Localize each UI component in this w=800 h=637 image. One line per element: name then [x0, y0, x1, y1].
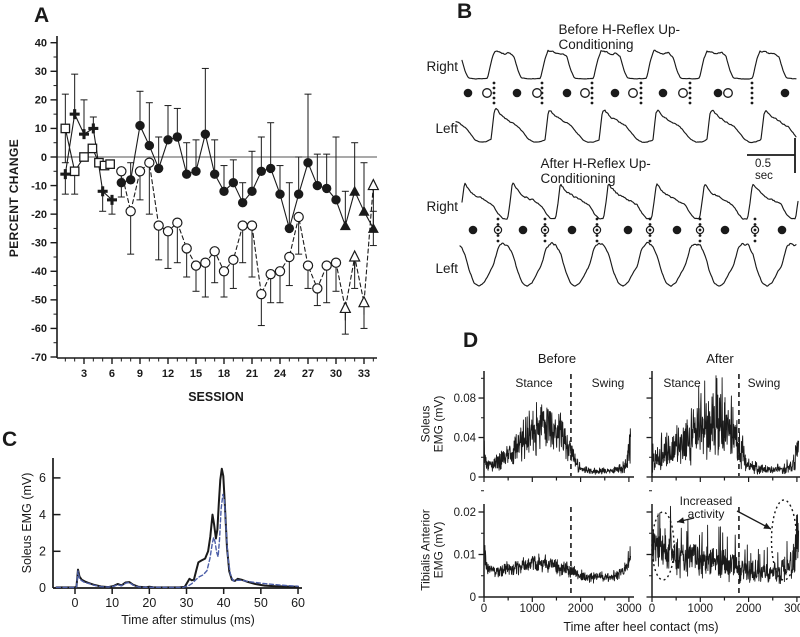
svg-text:20: 20: [35, 95, 47, 107]
panel-b-left-label-after: Left: [435, 261, 458, 276]
panel-b-scalebar-label: 0.5 sec: [755, 158, 773, 182]
svg-text:2000: 2000: [568, 603, 594, 615]
svg-text:0: 0: [41, 152, 47, 164]
panel-d-swing-label-after: Swing: [747, 376, 781, 390]
panel-b-plot: [455, 49, 799, 287]
panel-d-column-title-before: Before: [537, 351, 577, 366]
svg-text:60: 60: [291, 596, 305, 610]
svg-text:27: 27: [302, 368, 314, 380]
panel-d-column-title-after: After: [706, 351, 734, 366]
panel-c-label: C: [2, 428, 18, 451]
panel-d-stance-label-before: Stance: [515, 376, 553, 390]
panel-b-title-before: Before H-Reflex Up-Conditioning: [558, 22, 681, 52]
panel-d-stance-label-after: Stance: [663, 376, 701, 390]
panel-d-annotation: Increased activity: [679, 494, 733, 522]
svg-text:0: 0: [649, 603, 655, 615]
svg-text:1000: 1000: [688, 603, 714, 615]
svg-text:2: 2: [39, 545, 46, 559]
panel-b-right-label-before: Right: [426, 59, 458, 74]
svg-text:3000: 3000: [784, 603, 800, 615]
svg-text:0.01: 0.01: [454, 550, 476, 562]
svg-text:0: 0: [470, 472, 476, 484]
panel-c-x-axis-label: Time after stimulus (ms): [121, 613, 255, 627]
svg-text:-50: -50: [31, 295, 47, 307]
svg-text:2000: 2000: [736, 603, 762, 615]
svg-text:0.04: 0.04: [454, 433, 477, 445]
svg-text:-30: -30: [31, 238, 47, 250]
svg-text:12: 12: [162, 368, 174, 380]
panel-b-title-after: After H-Reflex Up-Conditioning: [540, 156, 651, 186]
svg-text:33: 33: [358, 368, 370, 380]
svg-text:-70: -70: [31, 352, 47, 364]
svg-text:6: 6: [109, 368, 115, 380]
svg-text:21: 21: [246, 368, 258, 380]
svg-text:30: 30: [35, 66, 47, 78]
svg-text:10: 10: [105, 596, 119, 610]
panel-b-left-label-before: Left: [435, 121, 458, 136]
panel-a-plot: 40 30 20 10 0 -10 -20 -30 -40 -50 -60 -70 3 6 9 12 15 18 2…: [31, 36, 380, 380]
svg-text:-20: -20: [31, 209, 47, 221]
svg-text:3000: 3000: [616, 603, 642, 615]
svg-text:0: 0: [72, 596, 79, 610]
svg-text:6: 6: [39, 471, 46, 485]
svg-text:30: 30: [330, 368, 342, 380]
svg-text:30: 30: [180, 596, 194, 610]
svg-text:20: 20: [142, 596, 156, 610]
svg-text:50: 50: [254, 596, 268, 610]
svg-text:0: 0: [481, 603, 487, 615]
svg-text:0.08: 0.08: [454, 393, 476, 405]
panel-a-label: A: [34, 4, 50, 27]
svg-text:-60: -60: [31, 323, 47, 335]
svg-text:4: 4: [39, 508, 46, 522]
panel-a-x-axis-label: SESSION: [188, 390, 244, 404]
svg-text:40: 40: [217, 596, 231, 610]
svg-text:-10: -10: [31, 180, 47, 192]
svg-text:-40: -40: [31, 266, 47, 278]
svg-text:0.02: 0.02: [454, 507, 476, 519]
svg-text:0: 0: [470, 592, 476, 604]
panel-d-swing-label-before: Swing: [591, 376, 625, 390]
svg-text:9: 9: [137, 368, 143, 380]
svg-text:40: 40: [35, 38, 47, 50]
svg-text:15: 15: [190, 368, 202, 380]
svg-text:10: 10: [35, 123, 47, 135]
panel-b-label: B: [457, 0, 473, 23]
panel-d-x-axis-label: Time after heel contact (ms): [563, 620, 719, 634]
panel-d-label: D: [463, 329, 479, 352]
svg-text:0: 0: [39, 581, 46, 595]
svg-text:18: 18: [218, 368, 230, 380]
svg-text:1000: 1000: [520, 603, 546, 615]
svg-text:3: 3: [81, 368, 87, 380]
panel-b-right-label-after: Right: [426, 199, 458, 214]
svg-text:24: 24: [274, 368, 287, 380]
panel-d-plot: 0 0.04 0.08 0 0.01 0.02 0 1000 2000 3000 0 1000 2000…: [454, 371, 800, 615]
